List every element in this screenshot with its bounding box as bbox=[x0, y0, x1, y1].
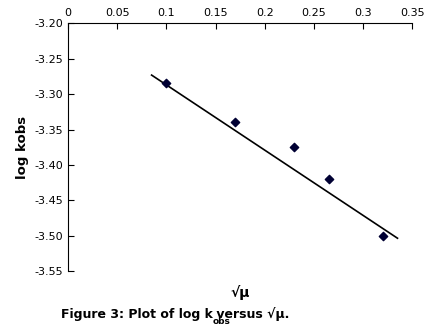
Text: Figure 3: Plot of log k: Figure 3: Plot of log k bbox=[61, 308, 212, 321]
Text: versus √μ.: versus √μ. bbox=[212, 307, 290, 321]
Point bbox=[325, 176, 332, 182]
Point bbox=[163, 81, 170, 86]
Y-axis label: log kobs: log kobs bbox=[16, 116, 29, 179]
Text: √μ: √μ bbox=[230, 285, 250, 301]
Point bbox=[380, 233, 386, 239]
Point bbox=[291, 145, 298, 150]
Point bbox=[232, 120, 238, 125]
Text: obs: obs bbox=[212, 317, 230, 326]
